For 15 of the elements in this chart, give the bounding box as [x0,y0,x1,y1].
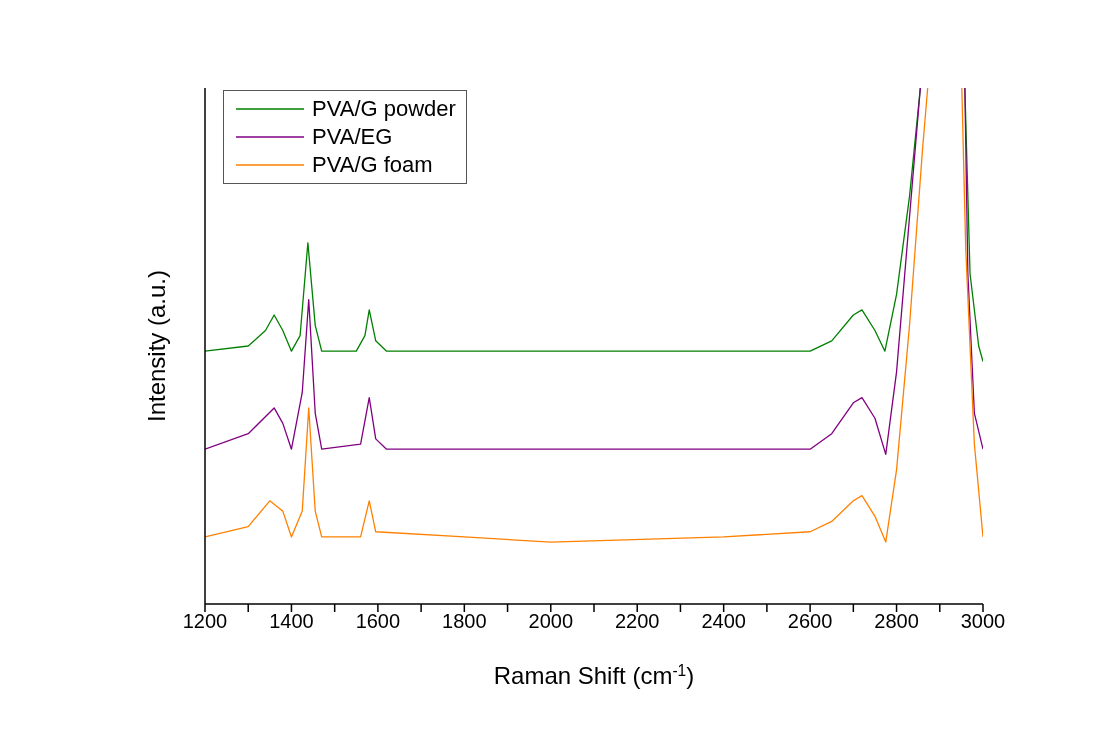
x-tick-label: 1200 [182,610,228,633]
x-tick-label: 1400 [269,610,314,633]
x-tick-label: 2000 [528,610,574,633]
y-axis-title: Intensity (a.u.) [143,269,170,423]
x-tick-label: 2800 [874,610,919,633]
x-tick-label: 3000 [960,610,1006,633]
legend-label: PVA/G powder [312,96,456,122]
x-axis-title: Raman Shift (cm$^{-1}$) [493,661,695,689]
x-tick-label: 2200 [614,610,660,633]
legend-label: PVA/EG [312,124,393,150]
x-tick-label: 2600 [787,610,833,633]
x-tick-label: 1800 [442,610,487,633]
x-tick-label: 1600 [355,610,401,633]
x-tick-label: 2400 [701,610,746,633]
legend-label: PVA/G foam [312,152,433,178]
